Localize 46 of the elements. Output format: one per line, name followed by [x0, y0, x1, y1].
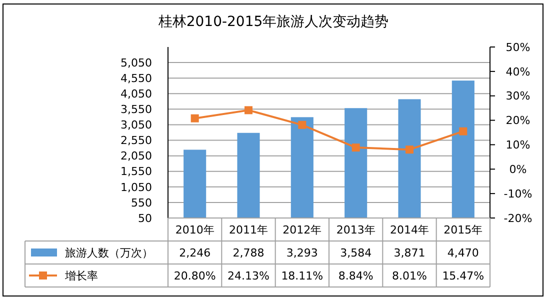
data-label: 20.80% [174, 269, 216, 282]
x-tick-label: 2015年 [444, 223, 483, 236]
data-label: 4,470 [447, 246, 479, 260]
y-tick-label: 1,050 [120, 180, 152, 194]
x-tick-label: 2014年 [390, 223, 429, 236]
legend-label: 增长率 [64, 269, 98, 282]
data-label: 8.84% [338, 269, 374, 282]
y2-tick-label: 40% [506, 65, 530, 78]
point [459, 127, 468, 136]
data-label: 15.47% [442, 269, 484, 282]
y-tick-label: 2,550 [120, 134, 152, 148]
y-tick-label: 4,550 [120, 72, 152, 85]
data-label: 18.11% [281, 269, 324, 282]
data-label: 24.13% [228, 269, 270, 282]
y2-tick-label: 50% [506, 40, 530, 54]
point [406, 146, 414, 154]
data-label: 2,788 [232, 246, 264, 260]
legend-label: 旅游人数（万次） [65, 246, 153, 260]
x-tick-label: 2013年 [336, 223, 376, 236]
y2-tick-label: 30% [506, 90, 530, 103]
point [298, 120, 306, 129]
y-tick-label: 2,050 [120, 150, 152, 163]
y2-tick-label: 10% [506, 138, 530, 152]
y2-tick-label: 20% [506, 114, 530, 128]
y-tick-label: 4,050 [120, 87, 152, 100]
y-tick-label: 5,050 [120, 56, 152, 70]
point [352, 144, 360, 152]
x-tick-label: 2011年 [229, 223, 268, 236]
y-tick-label: 1,550 [120, 165, 152, 178]
data-label: 2,246 [179, 246, 211, 260]
point [244, 106, 252, 114]
y-tick-label: 50 [138, 212, 152, 225]
y2-tick-label: -20% [504, 212, 532, 225]
data-label: 8.01% [392, 269, 427, 282]
data-label: 3,871 [394, 246, 426, 260]
x-tick-label: 2012年 [282, 223, 322, 236]
x-tick-label: 2010年 [175, 223, 214, 236]
y2-tick-label: -10% [504, 187, 532, 200]
y-tick-label: 3,550 [120, 103, 152, 116]
y-tick-label: 3,050 [120, 118, 152, 132]
y-tick-label: 550 [131, 196, 152, 210]
point [190, 114, 199, 122]
chart-title: 桂林2010-2015年旅游人次变动趋势 [157, 14, 389, 30]
data-label: 3,584 [340, 246, 372, 260]
data-label: 3,293 [286, 246, 318, 260]
y2-tick-label: 0% [509, 162, 527, 176]
